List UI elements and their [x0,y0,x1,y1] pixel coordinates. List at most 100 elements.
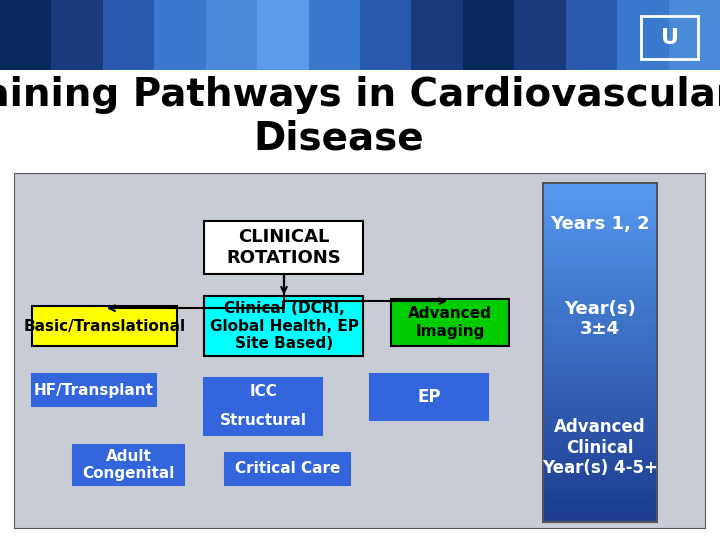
Bar [543,273,657,279]
FancyBboxPatch shape [14,173,706,529]
Bar [543,194,657,200]
Text: Structural: Structural [220,413,307,428]
Bar [543,307,657,313]
Bar [543,375,657,381]
Text: CLINICAL
ROTATIONS: CLINICAL ROTATIONS [227,228,341,267]
FancyBboxPatch shape [514,0,566,70]
Bar [543,262,657,268]
FancyBboxPatch shape [391,299,508,346]
FancyBboxPatch shape [257,0,309,70]
Bar [543,222,657,228]
Bar [543,357,657,364]
Bar [543,448,657,454]
FancyBboxPatch shape [0,0,51,70]
Bar [543,408,657,415]
Bar [543,516,657,522]
FancyBboxPatch shape [204,406,322,435]
Text: U: U [661,28,679,48]
Bar [543,329,657,336]
Bar [543,414,657,421]
Bar [543,301,657,308]
Bar [543,211,657,217]
Bar [543,267,657,274]
Bar [543,392,657,398]
Bar [543,460,657,465]
Bar [543,183,657,189]
Bar [543,442,657,449]
Bar [543,228,657,234]
Bar [543,397,657,403]
Bar [543,347,657,353]
Bar [543,285,657,291]
Text: Year(s)
3±4: Year(s) 3±4 [564,300,636,339]
Bar [543,256,657,262]
Bar [543,217,657,223]
Text: Advanced
Clinical
Year(s) 4-5+: Advanced Clinical Year(s) 4-5+ [542,418,658,477]
Bar [543,437,657,443]
Bar [543,380,657,387]
FancyBboxPatch shape [617,0,669,70]
FancyBboxPatch shape [669,0,720,70]
FancyBboxPatch shape [204,296,364,356]
Bar [543,205,657,212]
Text: HF/Transplant: HF/Transplant [34,383,154,397]
Bar [543,341,657,347]
FancyBboxPatch shape [206,0,257,70]
Text: Adult
Congenital: Adult Congenital [82,449,175,481]
Text: Advanced
Imaging: Advanced Imaging [408,306,492,339]
FancyBboxPatch shape [51,0,103,70]
Bar [543,245,657,251]
Bar [543,369,657,375]
Text: Training Pathways in Cardiovascular
Disease: Training Pathways in Cardiovascular Dise… [0,76,720,158]
Bar [543,465,657,471]
Bar [543,324,657,330]
Text: ICC: ICC [249,384,277,400]
FancyBboxPatch shape [204,221,364,274]
FancyBboxPatch shape [411,0,463,70]
Bar [543,493,657,500]
Bar [543,454,657,460]
Bar [543,504,657,511]
Bar [543,420,657,426]
Bar [543,426,657,432]
FancyBboxPatch shape [309,0,360,70]
Bar [543,510,657,516]
Text: Basic/Translational: Basic/Translational [23,319,185,334]
FancyBboxPatch shape [360,0,411,70]
Bar [543,488,657,494]
Bar [543,352,657,359]
Bar [543,431,657,437]
FancyBboxPatch shape [463,0,514,70]
Bar [543,499,657,505]
Bar [543,200,657,206]
FancyBboxPatch shape [370,374,488,421]
FancyBboxPatch shape [73,446,184,485]
Bar [543,234,657,240]
Bar [543,295,657,302]
Text: EP: EP [418,388,441,406]
Text: Years 1, 2: Years 1, 2 [550,215,650,233]
Bar [543,403,657,409]
FancyBboxPatch shape [154,0,206,70]
FancyBboxPatch shape [225,453,350,485]
Bar [543,318,657,325]
Bar [543,251,657,257]
Text: Clinical (DCRI,
Global Health, EP
Site Based): Clinical (DCRI, Global Health, EP Site B… [210,301,359,351]
Bar [543,476,657,483]
Bar [543,386,657,392]
Bar [543,279,657,285]
Bar [543,188,657,195]
FancyBboxPatch shape [566,0,617,70]
Bar [543,313,657,319]
FancyBboxPatch shape [103,0,154,70]
Bar [543,335,657,341]
FancyBboxPatch shape [32,374,156,406]
FancyBboxPatch shape [204,378,322,406]
Bar [543,470,657,477]
FancyBboxPatch shape [32,306,177,346]
Bar [543,482,657,488]
Bar [543,239,657,246]
Bar [543,290,657,296]
Text: Critical Care: Critical Care [235,461,340,476]
Bar [543,363,657,370]
